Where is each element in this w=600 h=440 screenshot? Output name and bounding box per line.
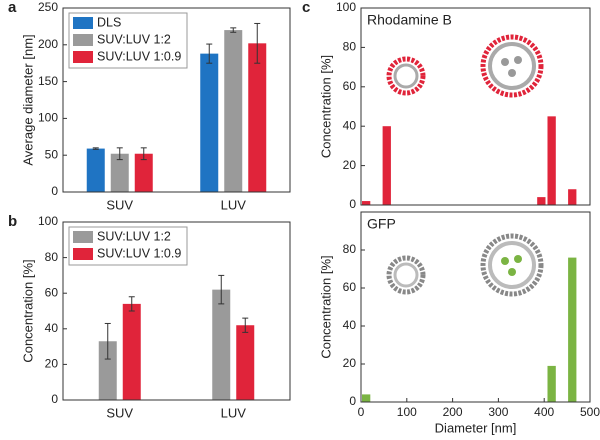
- histogram-bar: [547, 116, 556, 205]
- panel-title: Rhodamine B: [367, 12, 452, 28]
- histogram-bar: [362, 201, 371, 205]
- y-tick-label: 80: [343, 242, 357, 256]
- y-axis-label: Concentration [%]: [318, 255, 333, 358]
- bar: [224, 30, 243, 192]
- legend-swatch: [73, 17, 93, 29]
- plot-frame: [62, 221, 291, 401]
- y-tick-label: 100: [336, 0, 356, 14]
- y-axis-label: Concentration [%]: [20, 259, 35, 362]
- x-tick-label: SUV: [106, 197, 133, 212]
- legend-swatch: [73, 51, 93, 63]
- plot-frame: [360, 211, 591, 403]
- bar: [236, 325, 255, 400]
- panel-label: c: [302, 0, 310, 16]
- histogram-bar: [568, 257, 577, 402]
- x-tick-label: SUV: [106, 405, 133, 420]
- y-axis-label: Concentration [%]: [318, 55, 333, 158]
- y-tick-label: 80: [45, 250, 59, 264]
- y-tick-label: 60: [343, 280, 357, 294]
- y-tick-label: 60: [343, 79, 357, 93]
- bar: [200, 53, 219, 192]
- y-tick-label: 40: [343, 118, 357, 132]
- bar: [110, 153, 129, 192]
- panel-label: b: [8, 213, 17, 230]
- y-tick-label: 0: [349, 197, 356, 211]
- bar: [134, 153, 153, 192]
- panel-label: a: [8, 0, 17, 16]
- bar: [86, 148, 105, 192]
- legend-label: SUV:LUV 1:2: [97, 32, 171, 46]
- y-tick-label: 20: [343, 356, 357, 370]
- x-tick-label: LUV: [221, 197, 247, 212]
- plot-frame: [360, 7, 591, 206]
- bar: [248, 43, 267, 192]
- histogram-bar: [382, 126, 391, 205]
- legend-swatch: [73, 248, 93, 260]
- bar: [212, 289, 231, 400]
- bar: [98, 341, 117, 400]
- panel-title: GFP: [367, 216, 396, 232]
- legend-label: SUV:LUV 1:0.9: [97, 49, 181, 63]
- x-tick-label: 0: [358, 405, 365, 419]
- legend-label: SUV:LUV 1:0.9: [97, 246, 181, 260]
- y-axis-label: Average diameter [nm]: [20, 34, 35, 165]
- y-tick-label: 80: [343, 40, 357, 54]
- y-tick-label: 60: [45, 285, 59, 299]
- x-tick-label: 400: [534, 405, 554, 419]
- x-tick-label: 200: [443, 405, 463, 419]
- histogram-bar: [568, 189, 577, 205]
- histogram-bar: [537, 197, 546, 205]
- y-tick-label: 20: [45, 357, 59, 371]
- histogram-bar: [362, 394, 371, 402]
- legend-label: SUV:LUV 1:2: [97, 229, 171, 243]
- histogram-bar: [547, 365, 556, 402]
- plot-frame: [62, 7, 291, 193]
- y-tick-label: 100: [38, 214, 58, 228]
- vesicle-illustrations: [386, 34, 544, 297]
- y-tick-label: 40: [343, 318, 357, 332]
- y-tick-label: 0: [349, 394, 356, 408]
- y-tick-label: 40: [45, 321, 59, 335]
- x-tick-label: 300: [488, 405, 508, 419]
- x-axis-label: Diameter [nm]: [435, 420, 517, 435]
- x-tick-label: 500: [580, 405, 600, 419]
- y-tick-label: 0: [51, 184, 58, 198]
- y-tick-label: 150: [38, 74, 58, 88]
- y-tick-label: 100: [38, 111, 58, 125]
- y-tick-label: 250: [38, 0, 58, 14]
- y-tick-label: 200: [38, 37, 58, 51]
- legend-swatch: [73, 34, 93, 46]
- y-tick-label: 50: [45, 147, 59, 161]
- bar: [122, 303, 141, 400]
- legend-swatch: [73, 231, 93, 243]
- x-tick-label: LUV: [221, 405, 247, 420]
- legend-label: DLS: [97, 15, 121, 29]
- y-tick-label: 0: [51, 392, 58, 406]
- x-tick-label: 100: [397, 405, 417, 419]
- y-tick-label: 20: [343, 158, 357, 172]
